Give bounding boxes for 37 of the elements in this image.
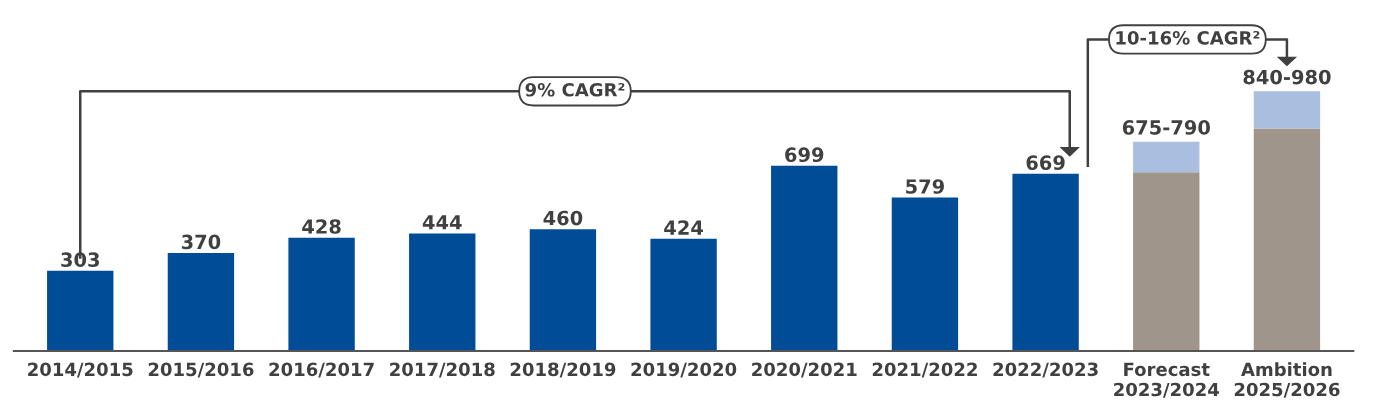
x-tick-label: 2022/2023 [993, 362, 1098, 378]
bar [47, 270, 114, 352]
x-tick-label: 2018/2019 [510, 362, 616, 378]
x-tick-label: 2021/2022 [872, 362, 977, 378]
x-tick-label: 2019/2020 [631, 362, 737, 378]
data-label: 428 [302, 219, 341, 234]
x-tick-label: 2015/2016 [148, 362, 254, 378]
annotation: 9% CAGR² [525, 82, 625, 97]
bar [1012, 173, 1079, 352]
x-tick-label: Ambition 2025/2026 [1234, 362, 1340, 398]
x-tick-label: 2020/2021 [752, 362, 857, 378]
bar [167, 253, 235, 352]
bar [1133, 141, 1200, 173]
x-tick-label: Forecast 2023/2024 [1114, 362, 1219, 398]
data-label: 669 [1026, 155, 1065, 170]
total-label: 840-980 [1243, 69, 1331, 85]
bar [529, 229, 597, 352]
bar [409, 233, 476, 352]
data-label: 424 [664, 220, 703, 235]
x-tick-label: 2017/2018 [390, 362, 495, 378]
bar [891, 197, 959, 352]
bar [650, 238, 717, 352]
x-tick-label: 2014/2015 [28, 362, 133, 378]
total-label: 675-790 [1122, 120, 1210, 135]
bar [1133, 172, 1200, 352]
data-label: 303 [61, 252, 99, 267]
data-label: 370 [181, 234, 221, 250]
bar [288, 237, 355, 352]
bar [1253, 128, 1321, 352]
bar [1253, 91, 1321, 129]
x-tick-label: 2016/2017 [269, 362, 374, 378]
data-label: 699 [785, 147, 824, 163]
data-label: 460 [543, 210, 583, 226]
data-label: 579 [906, 179, 944, 194]
data-label: 444 [422, 215, 462, 230]
text: 10-16% CAGR² [1116, 31, 1260, 45]
bar [771, 165, 838, 352]
